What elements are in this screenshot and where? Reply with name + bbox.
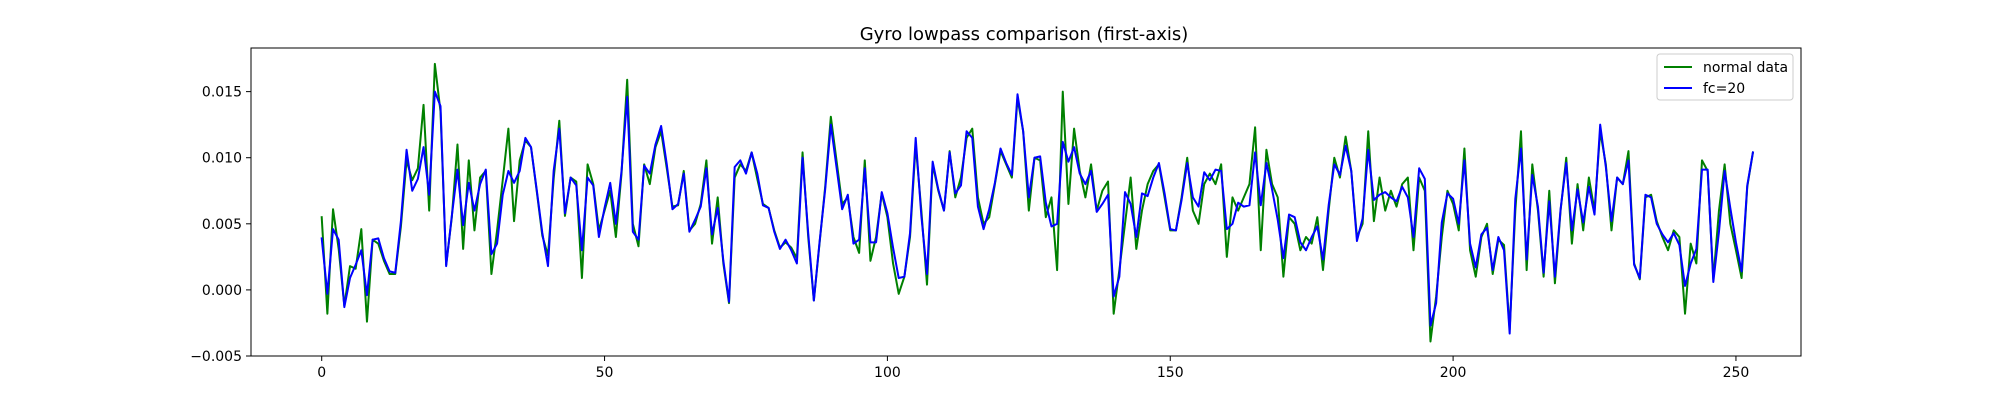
y-tick-label: 0.005 — [202, 217, 242, 233]
x-tick-label: 100 — [874, 365, 901, 381]
y-tick-label: 0.000 — [202, 283, 242, 299]
y-tick-label: 0.015 — [202, 85, 242, 101]
series-layer — [320, 62, 1755, 343]
x-tick-label: 150 — [1157, 365, 1184, 381]
y-axis: −0.005 0.000 0.005 0.010 0.015 — [190, 85, 251, 365]
axes-frame — [250, 47, 1802, 357]
x-tick-label: 250 — [1723, 365, 1750, 381]
chart-title: Gyro lowpass comparison (first-axis) — [860, 24, 1189, 45]
y-tick-label: −0.005 — [190, 349, 242, 365]
x-tick-label: 50 — [596, 365, 614, 381]
x-tick-label: 0 — [317, 365, 326, 381]
series-line-fc20 — [320, 90, 1755, 335]
legend-label-normal-data: normal data — [1703, 60, 1788, 76]
legend: normal data fc=20 — [1656, 53, 1794, 101]
legend-label-fc20: fc=20 — [1703, 81, 1745, 97]
plot-area — [250, 47, 1802, 357]
y-tick-label: 0.010 — [202, 151, 242, 167]
x-tick-label: 200 — [1440, 365, 1467, 381]
x-axis: 0 50 100 150 200 250 — [317, 356, 1749, 381]
